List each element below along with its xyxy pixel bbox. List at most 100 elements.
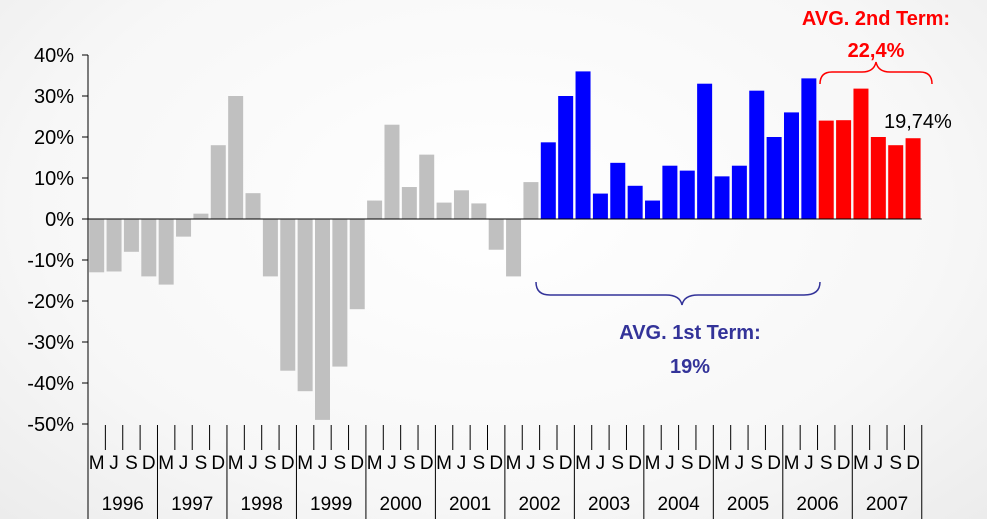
year-label: 1996: [102, 494, 144, 515]
bar: [176, 219, 192, 237]
first-term-average-value: 19%: [670, 356, 710, 378]
bar: [419, 154, 435, 219]
bar: [714, 176, 730, 219]
y-tick-label: -50%: [27, 414, 74, 436]
month-label: J: [248, 453, 258, 474]
month-label: J: [457, 453, 467, 474]
month-label: M: [575, 453, 591, 474]
year-label: 1998: [241, 494, 283, 515]
month-label: S: [472, 453, 485, 474]
y-tick-label: -20%: [27, 291, 74, 313]
month-label: M: [158, 453, 174, 474]
bar: [749, 90, 765, 219]
month-label: D: [211, 453, 225, 474]
y-tick-label: -10%: [27, 250, 74, 272]
month-label: S: [542, 453, 555, 474]
first-term-brace: [535, 281, 821, 306]
month-label: S: [334, 453, 347, 474]
bar: [123, 219, 139, 252]
bar: [471, 203, 487, 219]
month-label: D: [350, 453, 364, 474]
bar: [158, 219, 174, 285]
y-tick-label: 20%: [34, 127, 74, 149]
bar: [436, 202, 452, 219]
month-label: D: [142, 453, 156, 474]
year-label: 2001: [449, 494, 491, 515]
month-label: S: [195, 453, 208, 474]
month-label: J: [596, 453, 606, 474]
y-tick-label: 40%: [34, 45, 74, 67]
month-label: S: [125, 453, 138, 474]
bar: [558, 96, 574, 219]
month-label: M: [784, 453, 800, 474]
bar: [193, 213, 209, 219]
month-label: J: [526, 453, 536, 474]
bar: [766, 137, 782, 219]
month-label: S: [403, 453, 416, 474]
month-label: M: [297, 453, 313, 474]
month-label: M: [436, 453, 452, 474]
month-label: J: [109, 453, 119, 474]
last-value-label: 19,74%: [884, 111, 952, 133]
month-label: M: [506, 453, 522, 474]
bar: [662, 165, 678, 219]
bar: [106, 219, 122, 272]
bar: [488, 219, 504, 250]
bar: [401, 187, 417, 219]
month-label: M: [228, 453, 244, 474]
bar: [540, 142, 556, 219]
y-axis: 40% 30% 20% 10% 0% -10% -20% -30% -40% -50%: [27, 45, 89, 436]
month-label: S: [889, 453, 902, 474]
bar: [853, 88, 869, 220]
bar: [280, 219, 296, 371]
month-label: J: [387, 453, 397, 474]
bar: [210, 145, 226, 219]
year-label: 2002: [518, 494, 560, 515]
bar: [332, 219, 348, 367]
year-label: 1997: [171, 494, 213, 515]
year-label: 2006: [796, 494, 838, 515]
second-term-average-value: 22,4%: [848, 40, 905, 62]
month-label: J: [804, 453, 814, 474]
month-label: D: [837, 453, 851, 474]
bar: [315, 219, 330, 420]
bar: [262, 219, 278, 277]
month-label: D: [767, 453, 781, 474]
bar: [141, 219, 157, 277]
bar: [89, 219, 105, 273]
month-label: D: [489, 453, 503, 474]
bar: [245, 193, 261, 219]
month-label: D: [628, 453, 642, 474]
month-label: J: [318, 453, 328, 474]
bar: [610, 162, 626, 219]
bar: [679, 170, 695, 219]
month-label: M: [645, 453, 661, 474]
bar: [783, 112, 799, 219]
year-label: 1999: [310, 494, 352, 515]
bar: [228, 96, 244, 219]
first-term-average-title: AVG. 1st Term:: [619, 322, 761, 344]
bar: [645, 200, 661, 219]
month-label: J: [874, 453, 884, 474]
month-label: J: [665, 453, 675, 474]
y-tick-label: -40%: [27, 373, 74, 395]
month-label: J: [179, 453, 189, 474]
bar: [367, 200, 383, 219]
year-label: 2004: [657, 494, 700, 515]
bar: [592, 193, 608, 219]
second-term-brace: [819, 61, 933, 85]
bar: [627, 185, 643, 219]
y-tick-label: -30%: [27, 332, 74, 354]
year-label: 2007: [866, 494, 908, 515]
year-label: 2005: [727, 494, 769, 515]
y-tick-label: 30%: [34, 86, 74, 108]
bar: [801, 78, 817, 220]
y-tick-label: 0%: [45, 209, 74, 231]
bar: [384, 124, 400, 219]
month-label: S: [750, 453, 763, 474]
bar: [836, 120, 852, 219]
second-term-average-title: AVG. 2nd Term:: [802, 8, 950, 30]
month-label: M: [367, 453, 383, 474]
month-label: D: [420, 453, 434, 474]
month-label: M: [853, 453, 869, 474]
